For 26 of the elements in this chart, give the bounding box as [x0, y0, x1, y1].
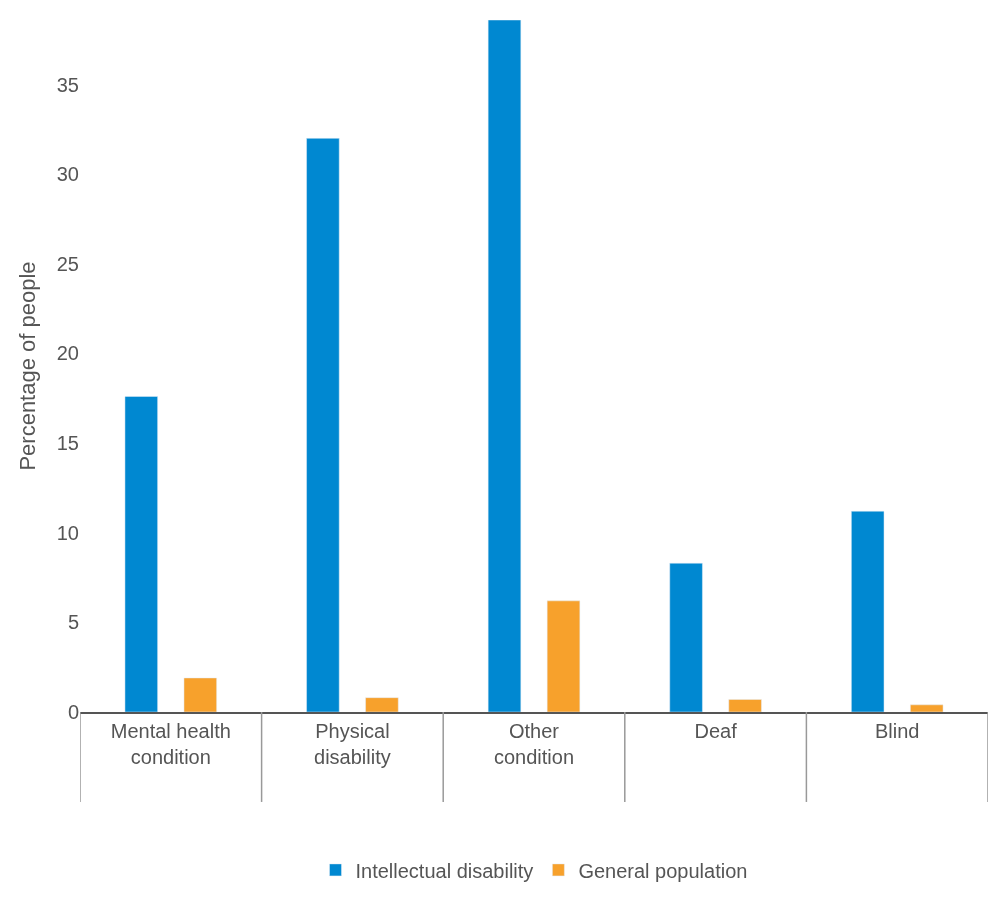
bar — [183, 677, 217, 712]
x-tick-label: Other condition — [493, 720, 575, 768]
legend-label: Intellectual disability — [355, 859, 534, 882]
bar — [487, 20, 522, 712]
y-tick-label: 25 — [56, 252, 79, 275]
y-tick-label: 30 — [56, 163, 79, 186]
bar — [306, 138, 340, 712]
bar — [910, 704, 944, 712]
bar — [365, 697, 399, 712]
y-tick-label: 0 — [67, 701, 79, 723]
bar — [546, 600, 581, 712]
y-tick-label: 5 — [67, 611, 79, 634]
y-axis-title: Percentage of people — [14, 261, 40, 471]
y-tick-label: 15 — [56, 432, 79, 455]
bar — [124, 396, 158, 712]
bar — [851, 510, 885, 712]
y-tick-label: 35 — [56, 73, 79, 96]
x-tick-label: Mental health condition — [110, 720, 231, 768]
y-tick-label: 20 — [56, 342, 79, 365]
y-tick-label: 10 — [56, 521, 79, 544]
bar — [728, 699, 762, 712]
bar — [669, 562, 703, 712]
x-tick-label: Deaf — [694, 720, 738, 742]
legend-label: General population — [578, 859, 748, 882]
x-tick-label: Blind — [874, 720, 920, 742]
x-tick-label: Physical disability — [314, 720, 391, 768]
